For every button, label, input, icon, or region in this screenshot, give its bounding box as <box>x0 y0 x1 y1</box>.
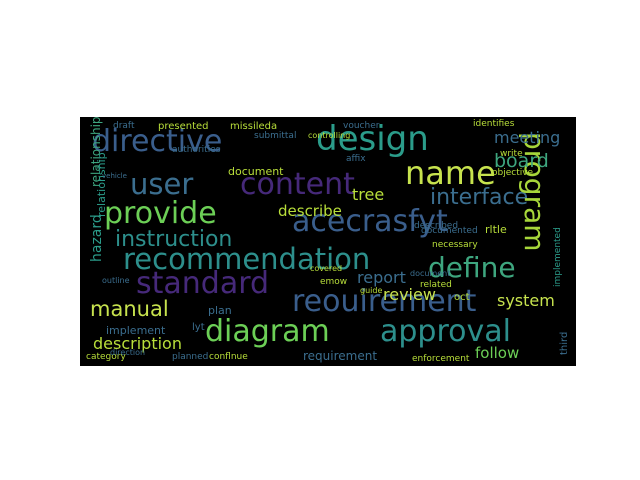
cloud-word: described <box>414 221 459 231</box>
cloud-word: tree <box>352 185 385 204</box>
cloud-word: related <box>420 280 452 290</box>
cloud-word: content <box>240 167 355 202</box>
cloud-word: voucher <box>343 121 380 131</box>
cloud-word: oct <box>454 292 470 303</box>
word-cloud: directive design user content name provide ace… <box>80 117 576 366</box>
cloud-word: authorities <box>172 145 221 155</box>
cloud-word: relationship <box>95 152 108 217</box>
cloud-word: manual <box>90 297 169 321</box>
cloud-word: interface <box>430 185 529 210</box>
cloud-word: instruction <box>115 227 233 252</box>
cloud-word: rltle <box>485 223 507 236</box>
cloud-word: presented <box>158 121 209 132</box>
cloud-word: identifies <box>473 119 515 129</box>
cloud-word: guide <box>360 286 383 295</box>
cloud-word: necessary <box>432 240 478 250</box>
cloud-word: vehicle <box>102 172 127 180</box>
cloud-word: follow <box>475 344 520 362</box>
cloud-word: controlling <box>308 131 351 140</box>
cloud-word: hazard <box>89 214 105 262</box>
cloud-word: implement <box>106 324 166 337</box>
cloud-word: write <box>500 149 523 159</box>
cloud-word: draft <box>113 121 135 131</box>
cloud-word: name <box>405 154 496 192</box>
cloud-word: document <box>228 165 284 178</box>
cloud-word: missileda <box>230 121 278 132</box>
cloud-word: affix <box>346 154 366 164</box>
cloud-word: outline <box>102 276 130 285</box>
cloud-word: recommendation <box>123 242 371 276</box>
cloud-word: implemented <box>553 227 563 287</box>
cloud-word: direction <box>110 348 146 357</box>
cloud-word: objective <box>492 168 534 178</box>
cloud-word: diagram <box>205 314 330 349</box>
cloud-word: review <box>383 285 436 304</box>
cloud-word: standard <box>136 266 270 301</box>
cloud-word: acecrasfyt <box>292 204 448 239</box>
cloud-word: board <box>494 150 549 172</box>
cloud-word: lyt <box>192 322 205 333</box>
cloud-word: design <box>316 119 429 159</box>
cloud-word: enforcement <box>412 354 470 364</box>
cloud-word: category <box>86 352 126 362</box>
cloud-word: requirement <box>303 349 378 363</box>
cloud-word: approval <box>380 314 511 349</box>
cloud-word: documented <box>421 226 478 236</box>
cloud-word: provide <box>104 196 217 231</box>
cloud-word: user <box>130 167 194 201</box>
cloud-word: describe <box>278 202 342 220</box>
cloud-word: report <box>357 268 406 287</box>
cloud-word: conflnue <box>209 352 248 362</box>
cloud-word: planned <box>172 352 209 362</box>
cloud-word: directive <box>92 124 223 159</box>
cloud-word: document <box>410 269 451 278</box>
cloud-word: submittal <box>254 131 297 141</box>
cloud-word: third <box>559 331 570 355</box>
cloud-word: system <box>497 291 555 310</box>
cloud-word: emow <box>320 277 348 287</box>
cloud-word: meeting <box>494 128 561 147</box>
cloud-word: covered <box>310 264 343 273</box>
cloud-word: define <box>428 251 516 284</box>
cloud-word: description <box>93 334 182 353</box>
cloud-word: plan <box>208 304 232 317</box>
cloud-word: reouirement <box>292 284 477 319</box>
